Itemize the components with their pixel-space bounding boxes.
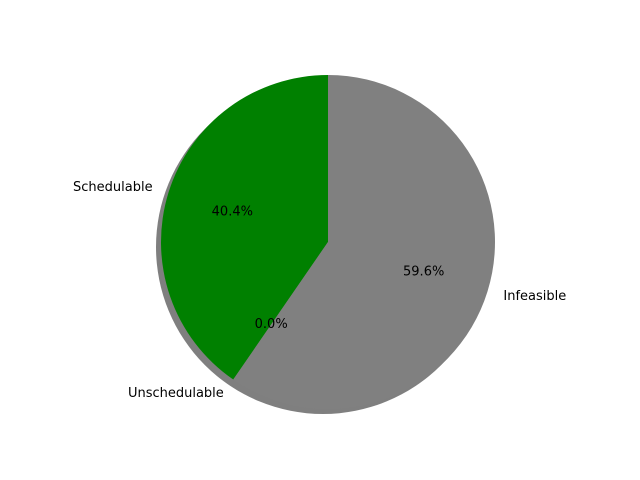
slice-label-infeasible: Infeasible: [503, 289, 566, 304]
pie-slice-schedulable: [160, 75, 328, 380]
percent-label-unschedulable: 0.0%: [255, 317, 288, 332]
slice-label-unschedulable: Unschedulable: [128, 386, 224, 401]
pie-slices: [160, 75, 495, 409]
pie-labels: Schedulable 40.4% Unschedulable 0.0% Infeasi…: [73, 180, 566, 401]
percent-label-infeasible: 59.6%: [403, 264, 444, 279]
pie-slice-infeasible: [233, 75, 495, 409]
slice-label-schedulable: Schedulable: [73, 180, 153, 195]
percent-label-schedulable: 40.4%: [212, 205, 253, 220]
